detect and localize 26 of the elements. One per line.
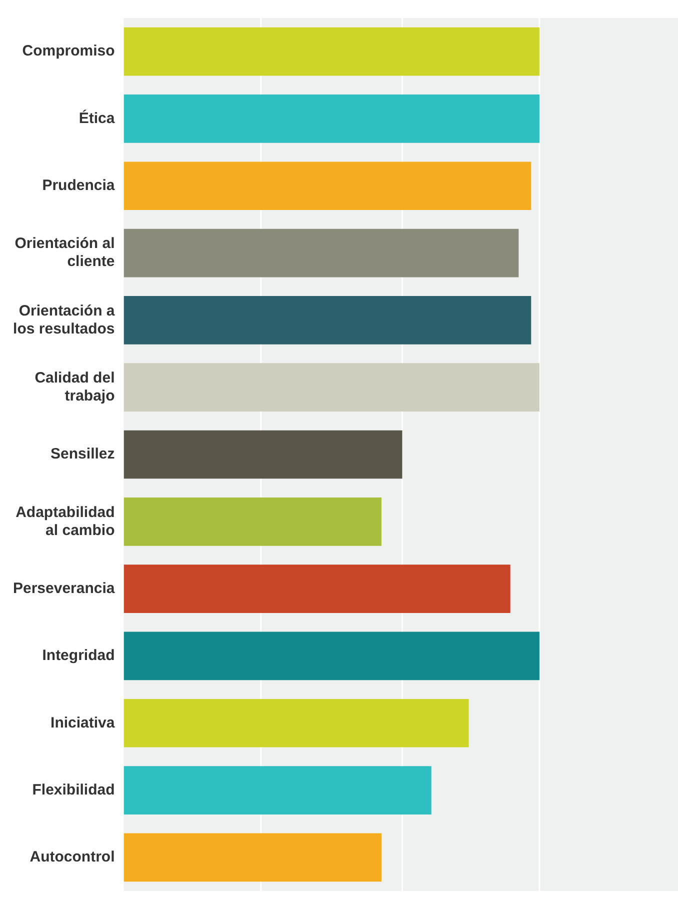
y-tick-label: Sensillez: [50, 446, 115, 463]
bar: [124, 296, 532, 344]
y-tick-label: Perseverancia: [13, 580, 116, 597]
bar: [124, 833, 382, 882]
bar: [124, 698, 469, 748]
bar: [124, 766, 432, 814]
y-tick-label: Prudencia: [42, 177, 116, 194]
bar: [124, 27, 540, 76]
y-tick-label: Calidad del trabajo: [34, 369, 115, 404]
y-tick-label: Orientación al cliente: [14, 235, 115, 270]
bar: [124, 497, 382, 546]
y-tick-label: Orientación a los resultados: [13, 302, 116, 338]
y-tick-label: Iniciativa: [50, 714, 116, 732]
y-tick-label: Integridad: [42, 647, 115, 664]
bar: [124, 363, 540, 412]
bar: [124, 430, 402, 479]
y-tick-label: Flexibilidad: [32, 781, 115, 798]
y-tick-label: Autocontrol: [30, 848, 115, 866]
y-tick-label: Ética: [78, 108, 116, 127]
bar: [124, 564, 510, 613]
y-tick-label: Compromiso: [22, 42, 115, 60]
bar: [124, 228, 519, 278]
y-tick-label: Adaptabilidad al cambio: [16, 504, 115, 539]
bar: [124, 162, 532, 210]
bar: [124, 94, 540, 143]
bar: [124, 632, 540, 680]
